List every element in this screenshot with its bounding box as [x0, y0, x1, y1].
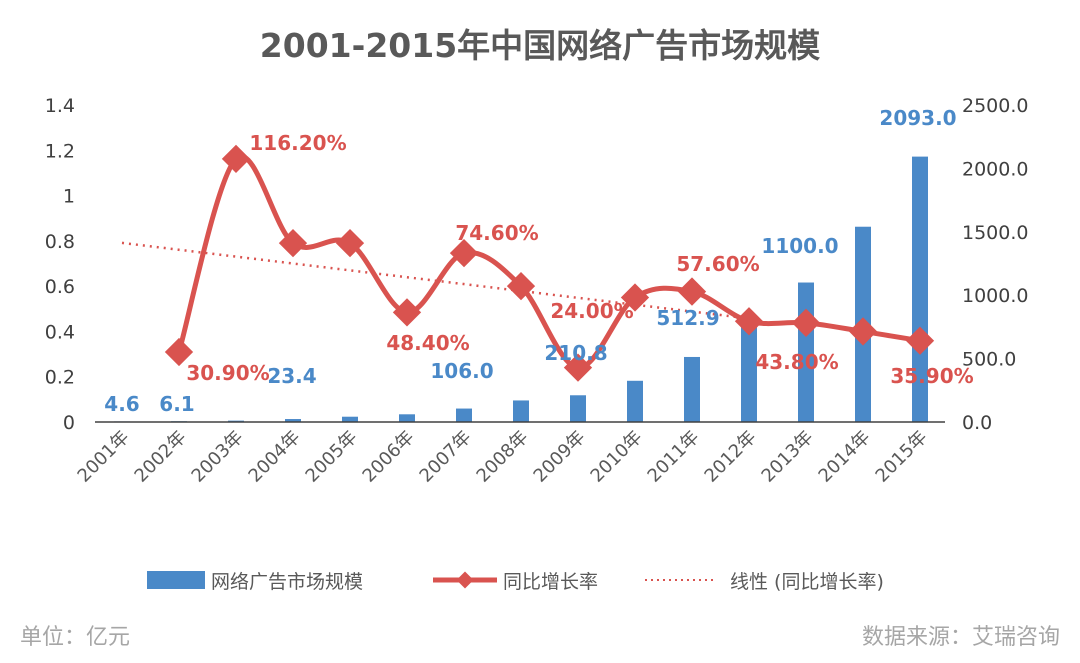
legend-trend-label: 线性 (同比增长率) — [730, 571, 884, 593]
source-note: 数据来源：艾瑞咨询 — [862, 625, 1060, 650]
bar — [513, 400, 529, 422]
bar-data-label: 6.1 — [159, 392, 194, 416]
x-tick-label: 2010年 — [587, 427, 647, 487]
left-tick-label: 1 — [63, 186, 75, 208]
line-marker — [563, 353, 593, 382]
line-data-label: 35.90% — [890, 364, 973, 388]
x-tick-label: 2014年 — [815, 427, 875, 487]
x-tick-label: 2004年 — [245, 427, 305, 487]
line-data-labels: 30.90% 116.20% 48.40% 74.60% 24.00% 57.60% 43.… — [186, 131, 973, 388]
line-data-label: 116.20% — [249, 131, 346, 155]
line-data-label: 74.60% — [455, 221, 538, 245]
line-data-label: 57.60% — [676, 252, 759, 276]
bar-data-label: 23.4 — [267, 364, 316, 388]
line-data-label: 43.80% — [755, 350, 838, 374]
line-marker — [677, 277, 707, 306]
line-marker — [791, 308, 821, 337]
x-tick-label: 2011年 — [644, 427, 704, 487]
bar — [741, 326, 757, 422]
bar — [399, 414, 415, 422]
line-data-label: 48.40% — [386, 331, 469, 355]
bar — [342, 416, 358, 422]
legend-bar-label: 网络广告市场规模 — [211, 571, 363, 593]
left-axis: 0 0.2 0.4 0.6 0.8 1 1.2 1.4 — [45, 95, 75, 434]
x-tick-label: 2012年 — [701, 427, 761, 487]
left-tick-label: 0.4 — [45, 321, 75, 343]
bar — [684, 356, 700, 422]
right-tick-label: 2000.0 — [962, 158, 1028, 180]
bar-data-label: 210.8 — [544, 341, 607, 365]
right-tick-label: 1500.0 — [962, 222, 1028, 244]
left-tick-label: 0.8 — [45, 231, 75, 253]
x-tick-label: 2005年 — [302, 427, 362, 487]
x-axis: 2001年2002年2003年2004年2005年2006年2007年2008年… — [74, 427, 932, 487]
bar — [627, 380, 643, 422]
right-tick-label: 1000.0 — [962, 285, 1028, 307]
legend-line-label: 同比增长率 — [503, 571, 598, 593]
left-tick-label: 0.2 — [45, 367, 75, 389]
bar-data-label: 106.0 — [430, 359, 493, 383]
bar-data-label: 512.9 — [656, 306, 719, 330]
line-marker — [620, 283, 650, 312]
left-tick-label: 0 — [63, 412, 75, 434]
left-tick-label: 0.6 — [45, 276, 75, 298]
x-tick-label: 2008年 — [473, 427, 533, 487]
line-marker — [734, 307, 764, 336]
x-tick-label: 2006年 — [359, 427, 419, 487]
line-marker — [506, 272, 536, 301]
bar-data-label: 1100.0 — [761, 234, 838, 258]
x-tick-label: 2001年 — [74, 427, 134, 487]
bar-data-label: 2093.0 — [879, 106, 956, 130]
left-tick-label: 1.2 — [45, 140, 75, 162]
x-tick-label: 2013年 — [758, 427, 818, 487]
bar — [570, 395, 586, 422]
left-tick-label: 1.4 — [45, 95, 75, 117]
legend-line-marker — [456, 571, 474, 589]
chart-title: 2001-2015年中国网络广告市场规模 — [260, 26, 821, 65]
bar — [912, 156, 928, 422]
legend: 网络广告市场规模 同比增长率 线性 (同比增长率) — [147, 571, 884, 593]
x-tick-label: 2015年 — [872, 427, 932, 487]
bar-data-label: 4.6 — [104, 392, 139, 416]
right-tick-label: 0.0 — [962, 412, 992, 434]
bar — [285, 419, 301, 422]
line-marker — [221, 144, 251, 174]
unit-note: 单位：亿元 — [20, 625, 130, 650]
line-data-label: 30.90% — [186, 361, 269, 385]
right-tick-label: 500.0 — [962, 349, 1016, 371]
bar — [456, 408, 472, 422]
line-marker — [392, 298, 422, 327]
legend-bar-swatch — [147, 571, 205, 589]
line-marker — [848, 317, 878, 346]
line-data-label: 24.00% — [550, 299, 633, 323]
x-tick-label: 2002年 — [131, 427, 191, 487]
right-axis: 0.0 500.0 1000.0 1500.0 2000.0 2500.0 — [962, 95, 1028, 434]
x-tick-label: 2009年 — [530, 427, 590, 487]
line-marker — [905, 326, 935, 355]
bar-data-labels: 4.6 6.1 23.4 106.0 210.8 512.9 1100.0 2093.0 — [104, 106, 956, 416]
x-tick-label: 2003年 — [188, 427, 248, 487]
x-tick-label: 2007年 — [416, 427, 476, 487]
right-tick-label: 2500.0 — [962, 95, 1028, 117]
